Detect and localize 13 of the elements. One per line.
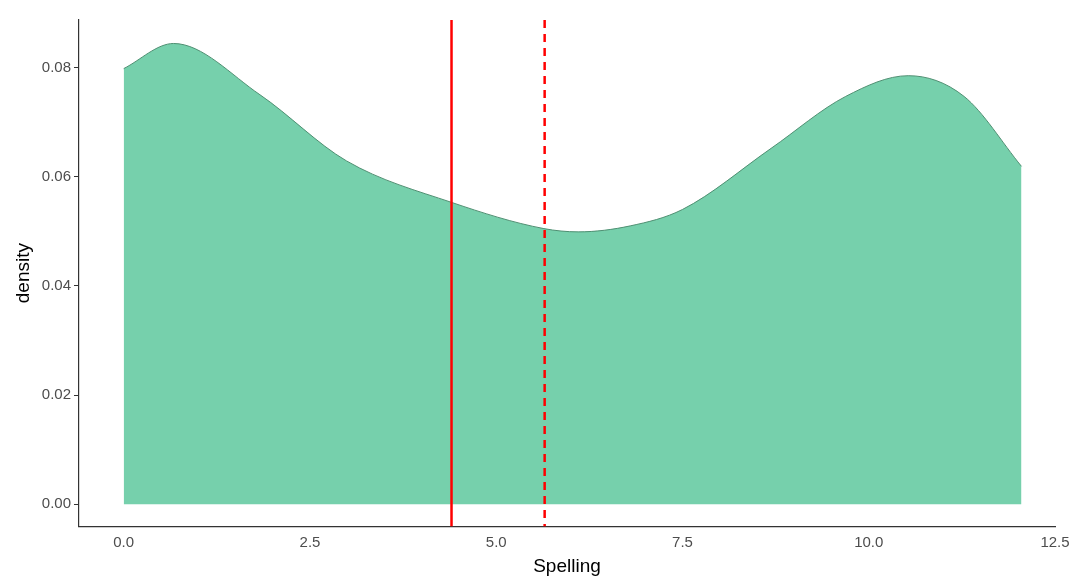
x-tick-label: 12.5 xyxy=(1040,533,1070,551)
y-tick-label: 0.00 xyxy=(41,494,71,512)
y-tick-label: 0.02 xyxy=(41,385,71,403)
x-tick-label: 5.0 xyxy=(485,533,507,551)
x-tick-label: 10.0 xyxy=(854,533,884,551)
x-tick-label: 0.0 xyxy=(113,533,135,551)
y-axis-title: density xyxy=(11,242,33,304)
y-tick-label: 0.08 xyxy=(41,57,71,75)
x-tick-label: 2.5 xyxy=(299,533,321,551)
x-tick-label: 7.5 xyxy=(672,533,693,551)
y-tick-label: 0.06 xyxy=(41,166,71,184)
y-tick-label: 0.04 xyxy=(41,276,71,294)
x-axis-title: Spelling xyxy=(533,554,601,576)
